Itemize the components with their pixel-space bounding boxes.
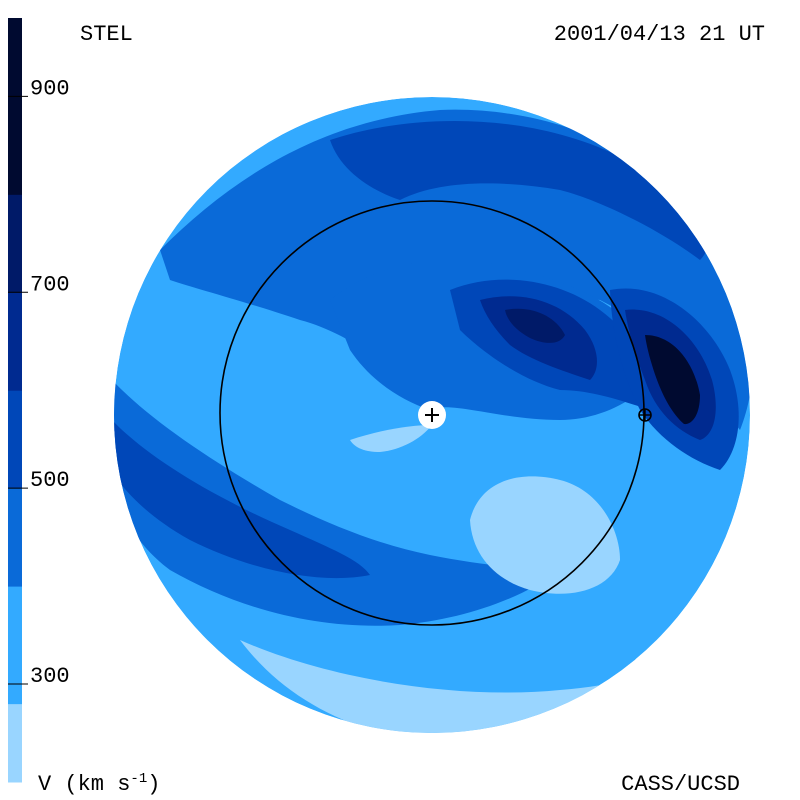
colorbar-tick-label-0: 300 <box>30 664 70 689</box>
colorbar-tick-label-3: 900 <box>30 76 70 101</box>
spiral-band-west-fast <box>114 420 370 579</box>
colorbar-level-3 <box>8 390 22 489</box>
colorbar-level-0 <box>8 703 22 783</box>
sun-marker <box>418 401 446 429</box>
earth-orbit-circle <box>219 200 645 626</box>
colorbar-tick-label-2: 700 <box>30 272 70 297</box>
spiral-band-west <box>114 380 560 626</box>
slow-wind-south-patch <box>470 476 620 594</box>
colorbar-level-2 <box>8 488 22 587</box>
velocity-disk <box>114 97 750 733</box>
credit-label: CASS/UCSD <box>621 772 740 797</box>
fast-wind-north-core <box>330 120 708 260</box>
colorbar-level-1 <box>8 586 22 705</box>
stream-center-peak <box>505 308 565 343</box>
colorbar-level-4 <box>8 292 22 391</box>
slow-wind-near-sun <box>350 425 432 452</box>
stream-east-peak <box>645 335 700 425</box>
colorbar-ticks: 300 500 700 900 <box>8 76 70 689</box>
colorbar <box>8 18 22 783</box>
colorbar-level-5 <box>8 194 22 293</box>
earth-marker <box>638 408 652 422</box>
colorbar-level-6 <box>8 18 22 195</box>
colorbar-tick-label-1: 500 <box>30 468 70 493</box>
observatory-label: STEL <box>80 22 133 47</box>
units-label: V (km s-1) <box>38 771 160 797</box>
date-label: 2001/04/13 21 UT <box>554 22 765 47</box>
